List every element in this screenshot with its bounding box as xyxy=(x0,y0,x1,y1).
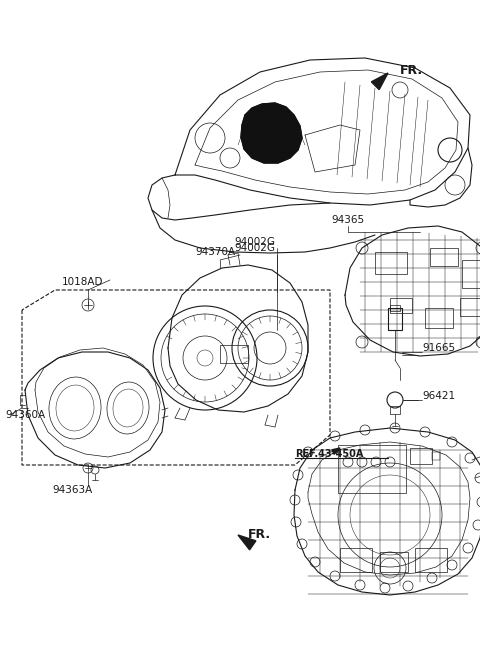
Bar xyxy=(390,406,400,414)
Text: 94002G: 94002G xyxy=(235,237,276,247)
Bar xyxy=(415,548,447,572)
Bar xyxy=(375,252,407,274)
Polygon shape xyxy=(372,73,388,90)
Polygon shape xyxy=(238,535,256,550)
Text: 1018AD: 1018AD xyxy=(62,277,104,287)
Bar xyxy=(220,345,248,363)
Text: 94365: 94365 xyxy=(331,215,365,225)
Text: FR.: FR. xyxy=(248,529,271,541)
Text: 94363A: 94363A xyxy=(52,485,92,495)
Text: FR.: FR. xyxy=(400,64,423,77)
Text: 94002G: 94002G xyxy=(235,243,276,253)
Bar xyxy=(410,448,432,464)
Bar xyxy=(338,445,406,493)
Text: 94360A: 94360A xyxy=(5,410,45,420)
Polygon shape xyxy=(241,103,302,163)
Bar xyxy=(432,452,440,460)
Bar xyxy=(462,260,480,288)
Bar xyxy=(425,308,453,328)
Bar xyxy=(388,308,402,330)
Bar xyxy=(340,548,372,572)
Bar xyxy=(390,298,412,313)
Text: 96421: 96421 xyxy=(422,391,455,401)
Polygon shape xyxy=(332,448,340,454)
Text: 91665: 91665 xyxy=(422,343,455,353)
Text: 94370A: 94370A xyxy=(195,247,235,257)
Bar xyxy=(380,552,408,572)
Bar xyxy=(460,298,480,316)
Bar xyxy=(390,305,400,311)
Text: REF.43-450A: REF.43-450A xyxy=(295,449,363,459)
Bar xyxy=(430,248,458,266)
